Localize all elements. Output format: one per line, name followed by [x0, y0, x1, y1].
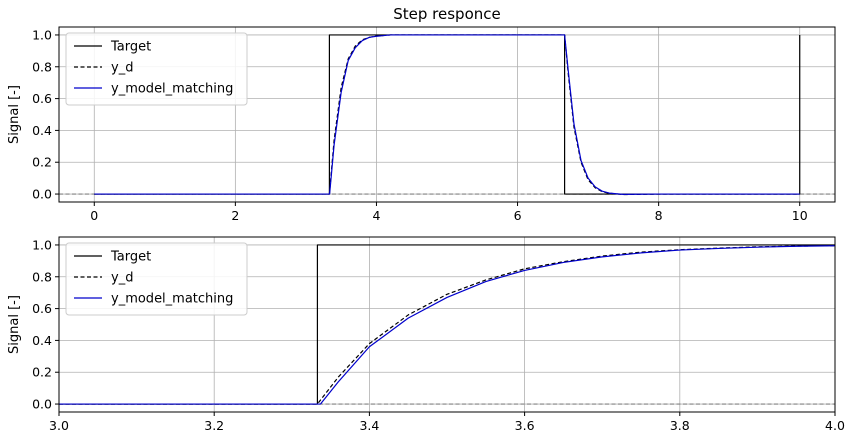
x-tick-label: 0: [90, 208, 98, 223]
legend-entry-y-model-matching: y_model_matching: [74, 292, 233, 307]
y-tick-label: 0.2: [32, 155, 52, 170]
y-tick-label: 1.0: [32, 27, 52, 42]
x-axis-ticks: 3.0 3.2 3.4 3.6 3.8 4.0: [49, 412, 845, 433]
y-tick-label: 0.4: [32, 123, 52, 138]
chart-title: Step responce: [393, 5, 500, 23]
legend-entry-y-model-matching: y_model_matching: [74, 82, 233, 97]
axes-frame: [58, 236, 836, 413]
x-tick-label: 6: [514, 208, 522, 223]
y-tick-label: 0.4: [32, 333, 52, 348]
axes-frame: [58, 26, 836, 203]
x-tick-label: 4: [372, 208, 380, 223]
bottom-chart: 3.0 3.2 3.4 3.6 3.8 4.0 0.0 0.2 0.4 0.6 0.8 1.0 Si…: [7, 236, 845, 433]
y-tick-label: 0.8: [32, 59, 52, 74]
x-tick-label: 3.6: [515, 418, 535, 433]
x-tick-label: 3.8: [670, 418, 690, 433]
legend-label-y-model-matching: y_model_matching: [111, 292, 233, 307]
series-lines: [59, 244, 835, 405]
series-line-y-model-matching: [59, 245, 835, 405]
x-tick-label: 8: [655, 208, 663, 223]
plot-area: [58, 236, 836, 413]
legend-entry-y-d: y_d: [74, 271, 133, 286]
legend-box: [65, 32, 248, 106]
x-axis-ticks: 0 2 4 6 8 10: [90, 202, 808, 223]
legend-box: [65, 242, 248, 316]
y-axis-label: Signal [-]: [7, 85, 22, 144]
y-tick-label: 0.0: [32, 187, 52, 202]
y-tick-label: 0.6: [32, 91, 52, 106]
x-tick-label: 2: [231, 208, 239, 223]
y-axis-label: Signal [-]: [7, 295, 22, 354]
x-tick-label: 10: [792, 208, 808, 223]
series-line-y-d: [59, 245, 835, 405]
x-tick-label: 4.0: [825, 418, 845, 433]
legend: Target y_d y_model_matching: [65, 242, 248, 316]
legend-label-target: Target: [110, 250, 151, 265]
legend-entry-target: Target: [74, 250, 151, 265]
legend-label-y-d: y_d: [111, 61, 133, 76]
legend-label-y-d: y_d: [111, 271, 133, 286]
series-line-y-model-matching: [94, 34, 800, 195]
legend-label-y-model-matching: y_model_matching: [111, 82, 233, 97]
y-axis-ticks: 0.0 0.2 0.4 0.6 0.8 1.0: [32, 27, 59, 202]
x-tick-label: 3.0: [49, 418, 69, 433]
x-tick-label: 3.4: [359, 418, 379, 433]
top-chart: Step responce 0 2 4 6 8 10 0.0 0.2 0.4 0.6 0.8 1.0…: [7, 5, 836, 223]
legend-entry-target: Target: [74, 40, 151, 55]
y-tick-label: 0.6: [32, 301, 52, 316]
x-tick-label: 3.2: [204, 418, 224, 433]
legend-entry-y-d: y_d: [74, 61, 133, 76]
y-tick-label: 0.8: [32, 269, 52, 284]
legend: Target y_d y_model_matching: [65, 32, 248, 106]
series-lines: [94, 34, 801, 196]
y-tick-label: 0.2: [32, 365, 52, 380]
y-tick-label: 0.0: [32, 397, 52, 412]
y-tick-label: 1.0: [32, 237, 52, 252]
legend-label-target: Target: [110, 40, 151, 55]
y-axis-ticks: 0.0 0.2 0.4 0.6 0.8 1.0: [32, 237, 59, 412]
